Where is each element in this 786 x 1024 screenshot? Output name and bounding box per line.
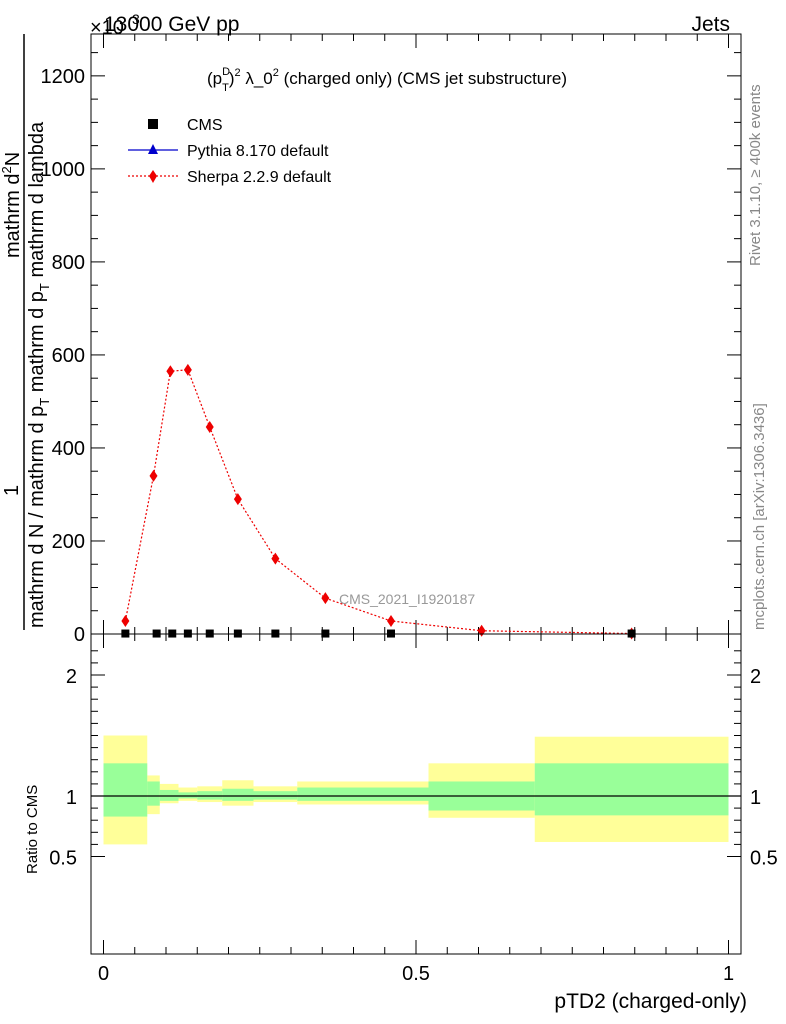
sherpa-point xyxy=(321,592,330,605)
sherpa-point xyxy=(205,421,214,434)
ratio-y-tick-label: 0.5 xyxy=(49,848,77,870)
ratio-y-tick-label: 2 xyxy=(66,666,77,688)
x-tick-label: 1 xyxy=(723,963,734,985)
sherpa-point xyxy=(183,363,192,376)
sherpa-diamond-icon xyxy=(149,170,157,183)
legend: CMS Pythia 8.170 default Sherpa 2.2.9 de… xyxy=(128,117,332,186)
ratio-axes: 0.5 0.5 1 1 2 2 0 0.5 1 xyxy=(49,634,778,985)
x-tick-label: 0 xyxy=(98,963,109,985)
svg-text:3: 3 xyxy=(132,11,140,27)
mcplots-label: mcplots.cern.ch [arXiv:1306.3436] xyxy=(751,403,768,630)
ratio-ylabel: Ratio to CMS xyxy=(24,785,41,874)
legend-entry-pythia: Pythia 8.170 default xyxy=(128,143,329,160)
main-ylabel: 1 mathrm d2N mathrm d N / mathrm d pT ma… xyxy=(0,34,52,630)
inner-band-segment xyxy=(147,781,160,806)
y-tick-label: 0 xyxy=(74,624,85,646)
category-label: Jets xyxy=(691,13,730,36)
y-tick-label: 1200 xyxy=(41,66,86,88)
svg-text:1: 1 xyxy=(1,485,23,496)
inner-band-segment xyxy=(159,789,179,801)
plot-title: (pD T)2 λ_02 (charged only) (CMS jet subs… xyxy=(207,66,567,94)
svg-text:CMS: CMS xyxy=(187,117,223,134)
inner-band-segment xyxy=(253,791,298,800)
x-axis-label: pTD2 (charged-only) xyxy=(554,990,747,1013)
inner-band-segment xyxy=(103,763,148,817)
ratio-bands xyxy=(91,735,741,845)
ratio-y-tick-label-right: 1 xyxy=(750,787,761,809)
pythia-triangle-icon xyxy=(148,144,158,154)
y-tick-label: 400 xyxy=(52,438,85,460)
legend-entry-sherpa: Sherpa 2.2.9 default xyxy=(128,169,332,186)
svg-text:mathrm d N / mathrm d pT mathr: mathrm d N / mathrm d pT mathrm d pT mat… xyxy=(26,121,52,628)
x-tick-label: 0.5 xyxy=(402,963,430,985)
sherpa-point xyxy=(387,614,395,627)
analysis-watermark: CMS_2021_I1920187 xyxy=(339,591,475,607)
svg-text:Sherpa 2.2.9 default: Sherpa 2.2.9 default xyxy=(187,169,332,186)
sherpa-point xyxy=(166,365,175,378)
ratio-y-tick-label-right: 2 xyxy=(750,666,761,688)
legend-entry-cms: CMS xyxy=(148,117,223,134)
y-tick-label: 600 xyxy=(52,345,85,367)
sherpa-point xyxy=(271,552,280,565)
inner-band-segment xyxy=(197,791,223,800)
y-tick-label: 800 xyxy=(52,252,85,274)
ratio-y-tick-label-right: 0.5 xyxy=(750,848,778,870)
svg-text:Pythia 8.170 default: Pythia 8.170 default xyxy=(187,143,329,160)
inner-band-segment xyxy=(297,787,429,801)
inner-band-segment xyxy=(534,763,729,816)
energy-label: 13000 GeV pp xyxy=(104,13,239,36)
svg-text:×10: ×10 xyxy=(90,17,124,39)
y-tick-label: 1000 xyxy=(41,159,86,181)
inner-band-segment xyxy=(178,792,198,799)
sherpa-point xyxy=(233,493,242,506)
rivet-label: Rivet 3.1.10, ≥ 400k events xyxy=(747,84,764,266)
svg-text:mathrm d2N: mathrm d2N xyxy=(0,152,24,258)
sherpa-point xyxy=(149,469,158,482)
y-tick-label: 200 xyxy=(52,531,85,553)
inner-band-segment xyxy=(222,788,254,801)
ratio-y-tick-label: 1 xyxy=(66,787,77,809)
cms-square-icon xyxy=(148,119,158,129)
sherpa-point xyxy=(121,614,130,627)
main-axes: 0 200 400 600 800 1000 1200 xyxy=(41,34,741,646)
